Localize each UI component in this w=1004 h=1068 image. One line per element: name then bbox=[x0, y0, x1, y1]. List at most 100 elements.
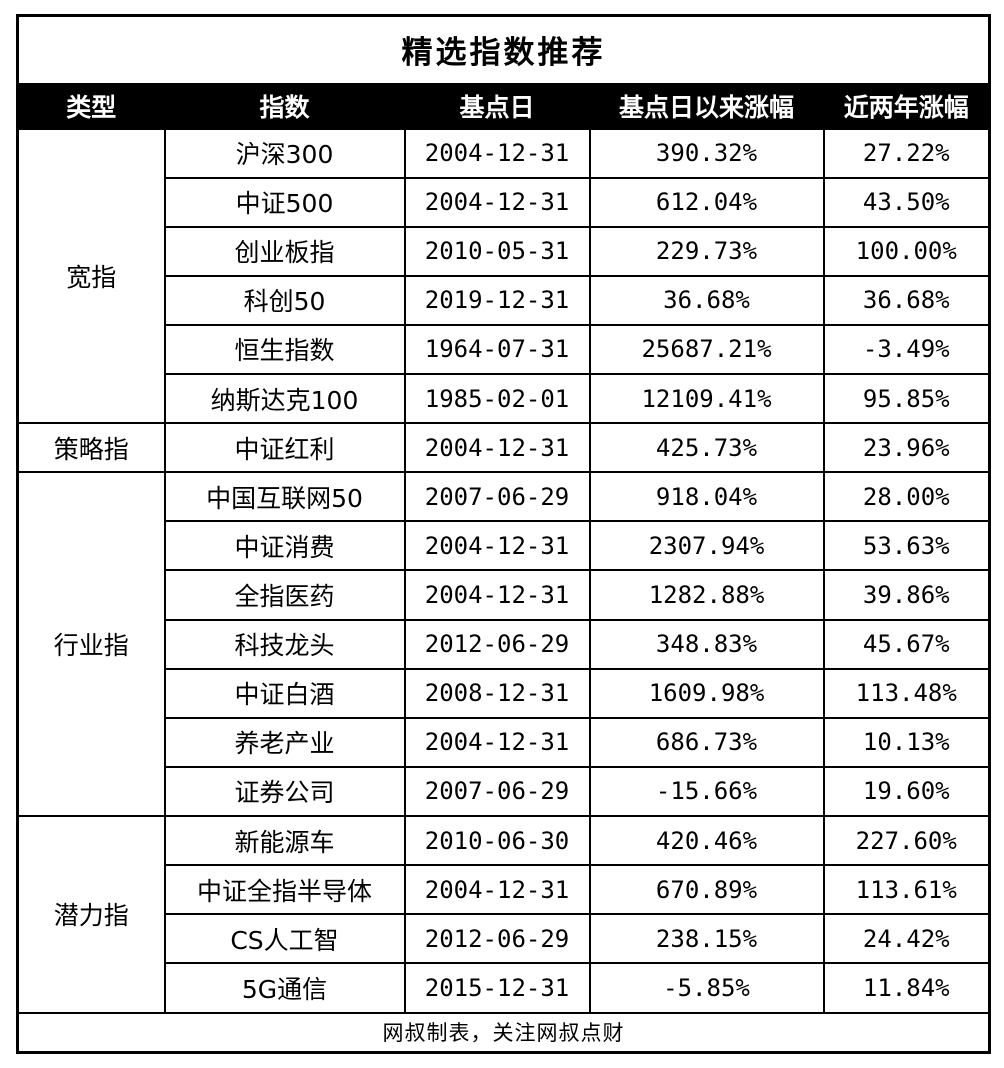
index-cell: 中证全指半导体 bbox=[163, 864, 406, 916]
table-head: 精选指数推荐 类型 指数 基点日 基点日以来涨幅 近两年涨幅 bbox=[16, 14, 991, 130]
base-date-cell: 2004-12-31 bbox=[403, 176, 591, 228]
column-header: 近两年涨幅 bbox=[822, 82, 991, 130]
type-cell: 策略指 bbox=[16, 422, 166, 474]
index-cell: 中证500 bbox=[163, 176, 406, 228]
gain-since-base-cell: 1609.98% bbox=[588, 667, 825, 719]
base-date-cell: 2015-12-31 bbox=[403, 962, 591, 1014]
table-row: 中证消费 2004-12-31 2307.94% 53.63% bbox=[18, 520, 991, 572]
index-cell: 中国互联网50 bbox=[163, 471, 406, 523]
index-cell: 新能源车 bbox=[163, 815, 406, 867]
gain-two-years-cell: 100.00% bbox=[822, 225, 991, 277]
footer-note: 网叔制表，关注网叔点财 bbox=[16, 1011, 991, 1054]
gain-two-years-cell: 28.00% bbox=[822, 471, 991, 523]
type-cell: 潜力指 bbox=[16, 815, 166, 1014]
gain-since-base-cell: 238.15% bbox=[588, 913, 825, 965]
footer-row: 网叔制表，关注网叔点财 bbox=[16, 1011, 991, 1054]
type-cell: 行业指 bbox=[16, 471, 166, 818]
gain-since-base-cell: 425.73% bbox=[588, 422, 825, 474]
table-row: 行业指 中国互联网50 2007-06-29 918.04% 28.00% bbox=[16, 471, 991, 818]
base-date-cell: 2004-12-31 bbox=[403, 569, 591, 621]
gain-since-base-cell: 2307.94% bbox=[588, 520, 825, 572]
gain-two-years-cell: 39.86% bbox=[822, 569, 991, 621]
base-date-cell: 1964-07-31 bbox=[403, 323, 591, 376]
type-cell: 宽指 bbox=[16, 127, 166, 425]
table-row: 中证500 2004-12-31 612.04% 43.50% bbox=[18, 176, 991, 228]
gain-two-years-cell: -3.49% bbox=[822, 323, 991, 376]
table-row: CS人工智 2012-06-29 238.15% 24.42% bbox=[18, 913, 991, 965]
header-row: 类型 指数 基点日 基点日以来涨幅 近两年涨幅 bbox=[16, 82, 991, 130]
base-date-cell: 2012-06-29 bbox=[403, 913, 591, 965]
base-date-cell: 2008-12-31 bbox=[403, 667, 591, 719]
table-row: 潜力指 新能源车 2010-06-30 420.46% 227.60% bbox=[16, 815, 991, 1014]
gain-since-base-cell: 229.73% bbox=[588, 225, 825, 277]
column-header: 基点日 bbox=[403, 82, 591, 130]
gain-two-years-cell: 227.60% bbox=[822, 815, 991, 867]
gain-two-years-cell: 27.22% bbox=[822, 127, 991, 179]
gain-since-base-cell: 420.46% bbox=[588, 815, 825, 867]
base-date-cell: 2004-12-31 bbox=[403, 127, 591, 179]
gain-two-years-cell: 23.96% bbox=[822, 422, 991, 474]
column-header: 基点日以来涨幅 bbox=[588, 82, 825, 130]
gain-since-base-cell: -5.85% bbox=[588, 962, 825, 1014]
table-row: 恒生指数 1964-07-31 25687.21% -3.49% bbox=[18, 323, 991, 376]
base-date-cell: 2012-06-29 bbox=[403, 618, 591, 670]
gain-two-years-cell: 113.61% bbox=[822, 864, 991, 916]
index-cell: 科技龙头 bbox=[163, 618, 406, 670]
base-date-cell: 2004-12-31 bbox=[403, 520, 591, 572]
gain-two-years-cell: 95.85% bbox=[822, 373, 991, 425]
gain-since-base-cell: 1282.88% bbox=[588, 569, 825, 621]
gain-two-years-cell: 36.68% bbox=[822, 274, 991, 326]
table-row: 中证全指半导体 2004-12-31 670.89% 113.61% bbox=[18, 864, 991, 916]
gain-since-base-cell: 918.04% bbox=[588, 471, 825, 523]
gain-since-base-cell: 670.89% bbox=[588, 864, 825, 916]
base-date-cell: 2019-12-31 bbox=[403, 274, 591, 326]
table-row: 5G通信 2015-12-31 -5.85% 11.84% bbox=[18, 962, 991, 1014]
table-body: 宽指 沪深300 2004-12-31 390.32% 27.22% 中证500 2004-… bbox=[16, 127, 991, 1014]
gain-two-years-cell: 11.84% bbox=[822, 962, 991, 1014]
index-cell: 纳斯达克100 bbox=[163, 373, 406, 425]
table-row: 纳斯达克100 1985-02-01 12109.41% 95.85% bbox=[18, 373, 991, 425]
base-date-cell: 2004-12-31 bbox=[403, 716, 591, 768]
gain-two-years-cell: 10.13% bbox=[822, 716, 991, 768]
table-row: 证券公司 2007-06-29 -15.66% 19.60% bbox=[18, 765, 991, 818]
index-cell: CS人工智 bbox=[163, 913, 406, 965]
index-cell: 中证红利 bbox=[163, 422, 406, 474]
table-row: 创业板指 2010-05-31 229.73% 100.00% bbox=[18, 225, 991, 277]
index-cell: 科创50 bbox=[163, 274, 406, 326]
index-cell: 中证白酒 bbox=[163, 667, 406, 719]
table-row: 科技龙头 2012-06-29 348.83% 45.67% bbox=[18, 618, 991, 670]
table-row: 全指医药 2004-12-31 1282.88% 39.86% bbox=[18, 569, 991, 621]
index-cell: 中证消费 bbox=[163, 520, 406, 572]
gain-since-base-cell: 25687.21% bbox=[588, 323, 825, 376]
base-date-cell: 2004-12-31 bbox=[403, 864, 591, 916]
gain-two-years-cell: 113.48% bbox=[822, 667, 991, 719]
base-date-cell: 2007-06-29 bbox=[403, 471, 591, 523]
gain-since-base-cell: 612.04% bbox=[588, 176, 825, 228]
page-title: 精选指数推荐 bbox=[16, 14, 991, 85]
base-date-cell: 2010-06-30 bbox=[403, 815, 591, 867]
table-row: 养老产业 2004-12-31 686.73% 10.13% bbox=[18, 716, 991, 768]
table-row: 宽指 沪深300 2004-12-31 390.32% 27.22% bbox=[16, 127, 991, 425]
gain-two-years-cell: 53.63% bbox=[822, 520, 991, 572]
index-cell: 沪深300 bbox=[163, 127, 406, 179]
base-date-cell: 2007-06-29 bbox=[403, 765, 591, 818]
gain-two-years-cell: 43.50% bbox=[822, 176, 991, 228]
base-date-cell: 1985-02-01 bbox=[403, 373, 591, 425]
gain-two-years-cell: 24.42% bbox=[822, 913, 991, 965]
column-header: 指数 bbox=[163, 82, 406, 130]
table-row: 中证白酒 2008-12-31 1609.98% 113.48% bbox=[18, 667, 991, 719]
base-date-cell: 2010-05-31 bbox=[403, 225, 591, 277]
gain-since-base-cell: 686.73% bbox=[588, 716, 825, 768]
gain-since-base-cell: -15.66% bbox=[588, 765, 825, 818]
column-header: 类型 bbox=[16, 82, 166, 130]
index-cell: 5G通信 bbox=[163, 962, 406, 1014]
gain-since-base-cell: 36.68% bbox=[588, 274, 825, 326]
gain-two-years-cell: 19.60% bbox=[822, 765, 991, 818]
gain-since-base-cell: 348.83% bbox=[588, 618, 825, 670]
base-date-cell: 2004-12-31 bbox=[403, 422, 591, 474]
table-foot: 网叔制表，关注网叔点财 bbox=[16, 1011, 991, 1054]
gain-since-base-cell: 390.32% bbox=[588, 127, 825, 179]
index-cell: 创业板指 bbox=[163, 225, 406, 277]
index-table: 精选指数推荐 类型 指数 基点日 基点日以来涨幅 近两年涨幅 宽指 沪深300 2004-1… bbox=[16, 14, 991, 1054]
